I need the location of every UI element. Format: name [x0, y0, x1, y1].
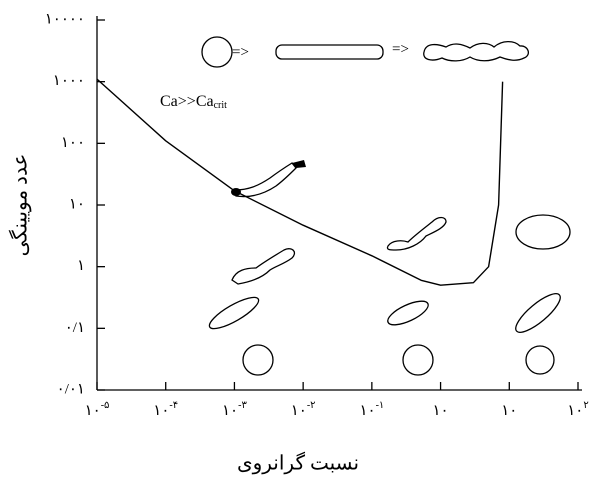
y-tick-label: ۱۰۰۰۰	[45, 11, 85, 27]
annotation: Ca>>Cacrit	[160, 93, 227, 112]
y-tick-label: ۱	[77, 258, 85, 274]
x-tick-label: ۱۰۲	[567, 400, 589, 419]
x-tick-label: ۱۰	[501, 403, 517, 419]
x-tick-label: ۱۰-۴	[153, 400, 178, 419]
x-tick-label: ۱۰-۳	[222, 400, 247, 419]
x-axis-title: نسبت گرانروی	[237, 452, 359, 475]
x-tick-label: ۱۰	[433, 403, 449, 419]
y-tick-label: ۱۰۰	[61, 135, 85, 151]
x-tick-label: ۱۰-۱	[359, 400, 384, 419]
annotation: =>	[392, 41, 409, 57]
annotation: =>	[232, 44, 249, 60]
y-axis-title: عدد مویینگی	[9, 154, 32, 257]
y-tick-label: ۱۰	[69, 196, 85, 212]
chart: نسبت گرانروی عدد مویینگی Ca>>Cacrit => =…	[0, 0, 597, 483]
y-tick-label: ۰/۱	[65, 320, 85, 336]
x-tick-label: ۱۰-۵	[85, 400, 110, 419]
drop-illustrations	[202, 37, 570, 375]
y-tick-label: ۰/۰۱	[57, 381, 85, 397]
x-tick-label: ۱۰-۲	[291, 400, 316, 419]
critical-curve	[97, 79, 503, 285]
y-tick-label: ۱۰۰۰	[53, 73, 85, 89]
